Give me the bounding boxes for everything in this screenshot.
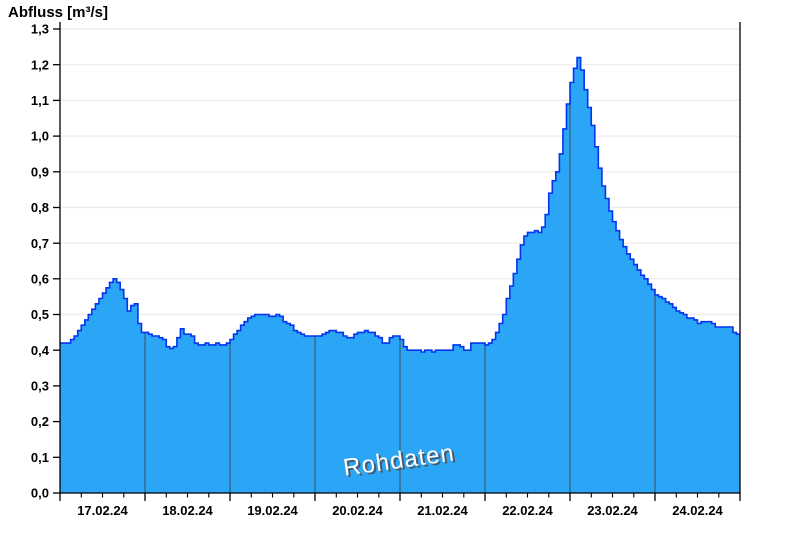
- y-tick-label: 1,2: [31, 57, 49, 72]
- y-tick-label: 0,1: [31, 450, 49, 465]
- y-tick-label: 0,2: [31, 414, 49, 429]
- x-tick-label: 17.02.24: [77, 503, 128, 518]
- y-tick-label: 1,1: [31, 93, 49, 108]
- y-tick-label: 0,0: [31, 486, 49, 501]
- y-tick-label: 1,0: [31, 129, 49, 144]
- y-tick-label: 0,7: [31, 236, 49, 251]
- y-tick-label: 0,8: [31, 200, 49, 215]
- y-tick-label: 0,6: [31, 271, 49, 286]
- x-tick-label: 23.02.24: [587, 503, 638, 518]
- x-tick-label: 22.02.24: [502, 503, 553, 518]
- x-tick-label: 19.02.24: [247, 503, 298, 518]
- x-tick-label: 21.02.24: [417, 503, 468, 518]
- chart-title: Abfluss [m³/s]: [8, 4, 109, 21]
- y-tick-label: 0,3: [31, 379, 49, 394]
- discharge-line: [60, 56, 740, 353]
- x-tick-label: 20.02.24: [332, 503, 383, 518]
- y-tick-label: 0,5: [31, 307, 49, 322]
- y-tick-label: 1,3: [31, 22, 49, 37]
- x-tick-label: 18.02.24: [162, 503, 213, 518]
- x-tick-label: 24.02.24: [672, 503, 723, 518]
- y-tick-label: 0,9: [31, 164, 49, 179]
- y-tick-label: 0,4: [31, 343, 50, 358]
